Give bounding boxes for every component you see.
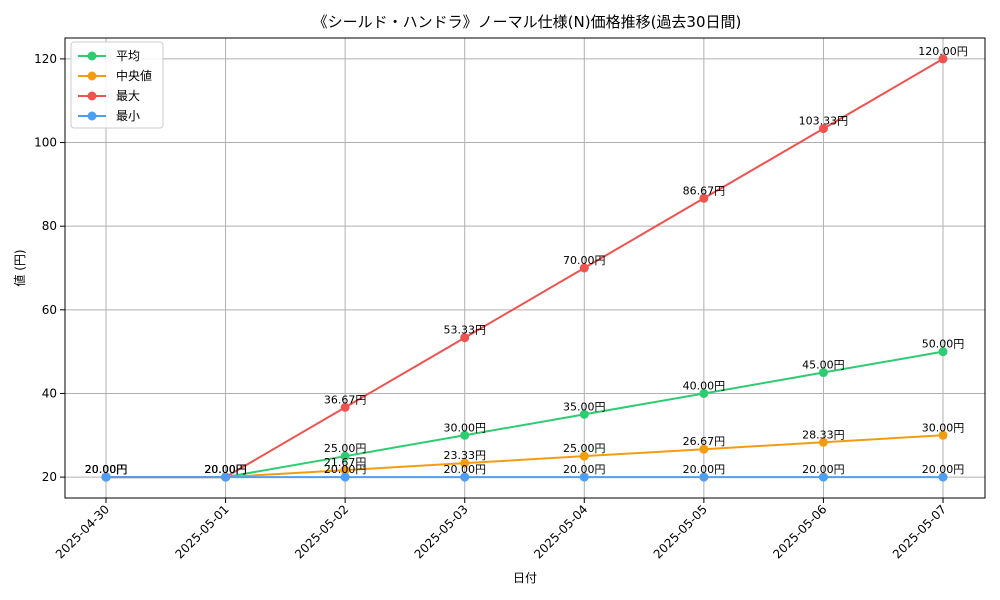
data-point [938,472,948,482]
y-tick-label: 100 [34,136,57,150]
data-point [340,472,350,482]
y-tick-label: 60 [42,303,57,317]
data-label: 25.00円 [324,442,367,455]
legend-label: 平均 [116,49,140,63]
data-point [579,263,589,273]
x-tick-label: 2025-05-07 [890,502,949,561]
series-line [106,434,944,479]
data-point [699,472,709,482]
data-label: 21.67円 [324,456,367,469]
data-label: 20.00円 [563,463,606,476]
x-tick-label: 2025-05-02 [292,502,351,561]
data-point [460,333,470,343]
data-label: 20.00円 [204,463,247,476]
data-label: 20.00円 [324,463,367,476]
data-point [460,472,470,482]
data-point [579,409,589,419]
x-tick-label: 2025-05-05 [651,502,710,561]
data-label: 35.00円 [563,400,606,413]
data-label: 20.00円 [204,463,247,476]
data-point [460,430,470,440]
legend-swatch-marker [87,91,97,101]
data-label: 30.00円 [922,421,965,434]
data-point [340,402,350,412]
legend-swatch-marker [87,51,97,61]
grid [65,38,985,498]
legend-label: 最小 [116,109,140,123]
data-label: 28.33円 [802,428,845,441]
data-point [221,472,231,482]
data-point [699,388,709,398]
y-tick-label: 120 [34,52,57,66]
x-axis-label: 日付 [513,571,537,585]
data-point [340,465,350,475]
data-point [460,458,470,468]
legend-frame [70,41,164,129]
legend-swatch-marker [87,71,97,81]
y-tick-label: 20 [42,470,57,484]
data-label: 20.00円 [443,463,486,476]
data-label: 120.00円 [918,45,968,58]
data-label: 50.00円 [922,338,965,351]
x-tick-label: 2025-05-04 [531,502,590,561]
y-axis-ticks: 20 40 60 80 100 120 [34,52,65,484]
series-layer [101,54,948,482]
data-point [699,444,709,454]
data-point [818,124,828,134]
data-label: 20.00円 [922,463,965,476]
series-line [106,58,944,479]
y-tick-label: 40 [42,386,57,400]
data-label: 23.33円 [443,449,486,462]
data-label: 40.00円 [683,379,726,392]
data-point [340,451,350,461]
data-label: 20.00円 [802,463,845,476]
x-axis-ticks: 2025-04-30 2025-05-01 2025-05-02 2025-05-03… [53,498,949,561]
data-label: 86.67円 [683,184,726,197]
data-point [938,430,948,440]
chart-title: 《シールド・ハンドラ》ノーマル仕様(N)価格推移(過去30日間) [313,13,742,31]
data-label: 53.33円 [443,324,486,337]
x-tick-label: 2025-05-06 [770,502,829,561]
data-label: 20.00円 [85,463,128,476]
x-tick-label: 2025-05-03 [412,502,471,561]
data-label: 20.00円 [85,463,128,476]
data-label: 103.33円 [799,115,849,128]
data-point [938,347,948,357]
data-label: 25.00円 [563,442,606,455]
data-point [699,193,709,203]
data-label: 30.00円 [443,421,486,434]
data-point [818,437,828,447]
data-label: 20.00円 [85,463,128,476]
data-label: 70.00円 [563,254,606,267]
y-axis-label: 値 (円) [12,249,27,286]
data-label: 20.00円 [204,463,247,476]
y-tick-label: 80 [42,219,57,233]
data-point [101,472,111,482]
data-label: 20.00円 [85,463,128,476]
legend-label: 最大 [116,89,140,103]
series-line [106,350,944,479]
data-label: 20.00円 [204,463,247,476]
legend-label: 中央値 [116,68,152,83]
x-tick-label: 2025-05-01 [172,502,231,561]
data-label: 20.00円 [683,463,726,476]
data-label: 26.67円 [683,435,726,448]
plot-frame [64,37,986,499]
data-label: 45.00円 [802,359,845,372]
legend-swatch-marker [87,111,97,121]
data-point [579,472,589,482]
data-point [818,472,828,482]
data-point [579,451,589,461]
data-labels: 20.00円 20.00円 25.00円 30.00円 35.00円 40.00円 45.0… [85,45,968,476]
data-point [818,368,828,378]
x-tick-label: 2025-04-30 [53,502,112,561]
data-point [938,54,948,64]
data-label: 36.67円 [324,393,367,406]
